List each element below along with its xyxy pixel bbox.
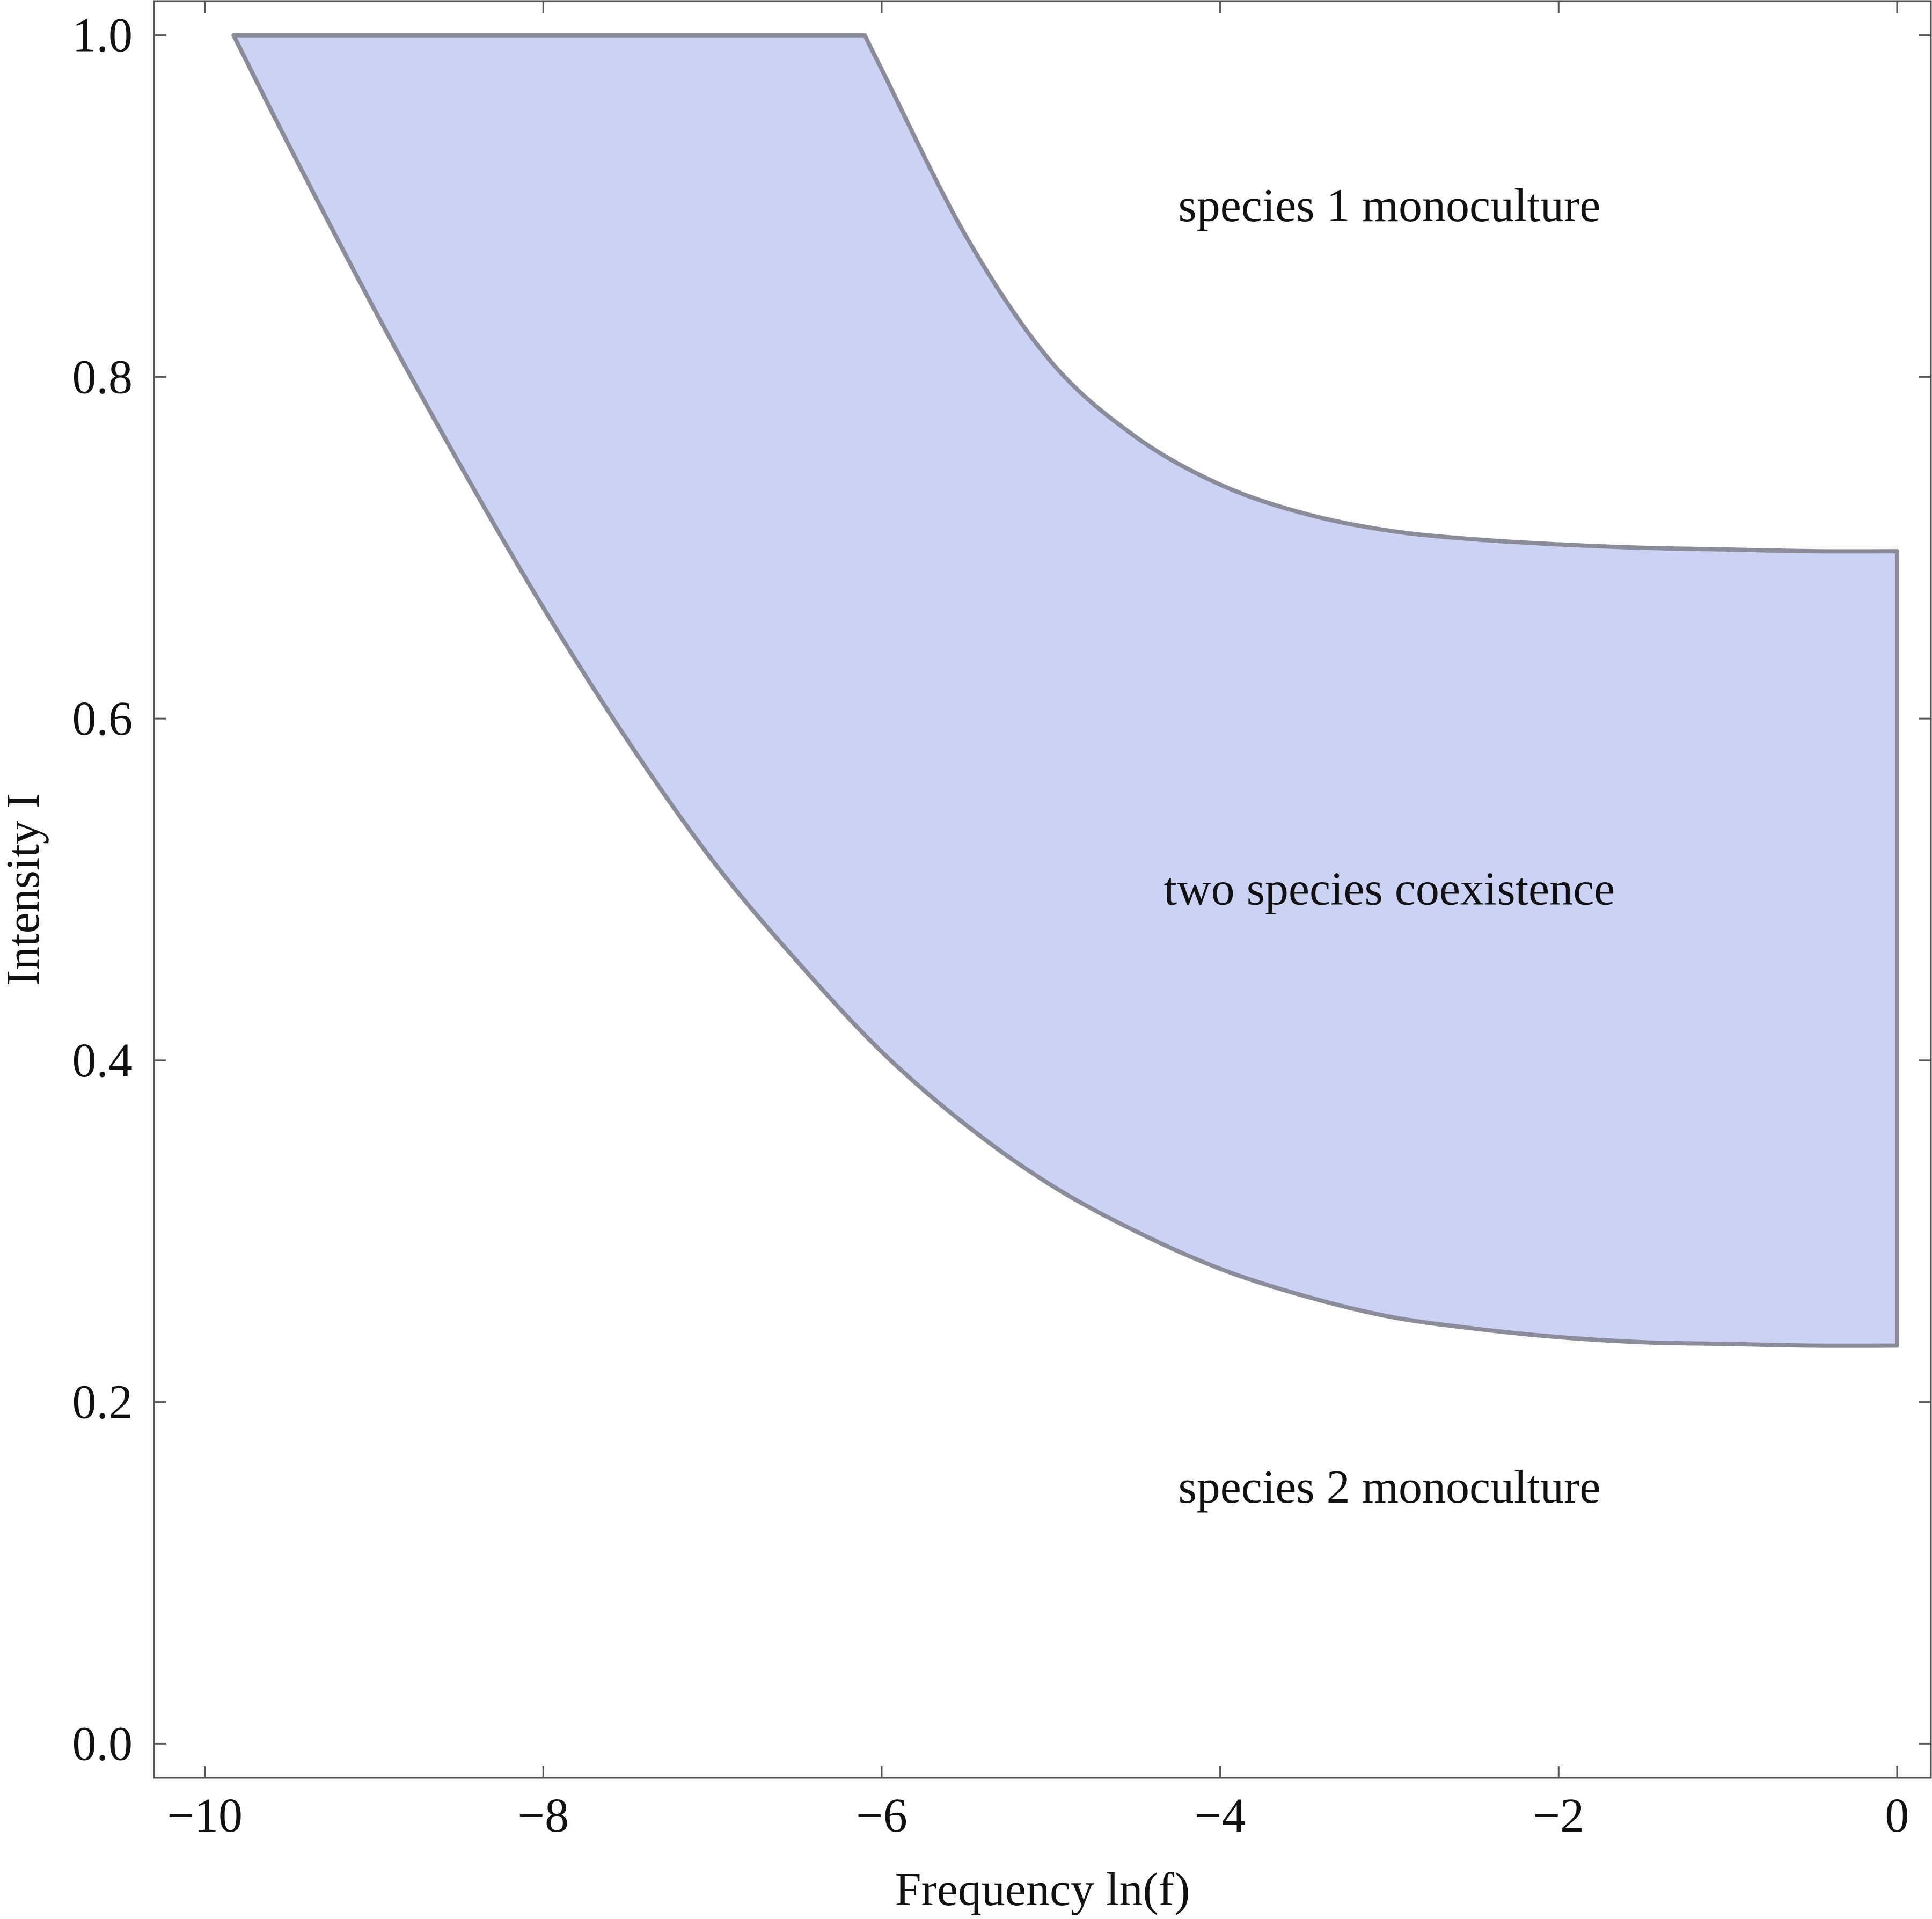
- x-tick-label: 0: [1885, 1789, 1909, 1842]
- x-tick-label: −2: [1533, 1789, 1584, 1842]
- y-tick-label: 0.6: [72, 692, 133, 745]
- y-tick-label: 0.0: [72, 1717, 133, 1770]
- x-tick-label: −10: [167, 1789, 243, 1842]
- y-tick-label: 0.4: [72, 1034, 133, 1087]
- coexistence-area: [231, 33, 1899, 1348]
- axis-ticks: [154, 1, 1931, 1778]
- y-axis-label: Intensity I: [0, 793, 49, 986]
- y-tick-label: 0.8: [72, 350, 133, 404]
- region-annotations: species 1 monoculture two species coexist…: [1164, 180, 1615, 1513]
- y-tick-label: 0.2: [72, 1376, 133, 1429]
- region-annotation: species 2 monoculture: [1178, 1461, 1600, 1513]
- x-tick-label: −4: [1195, 1789, 1246, 1842]
- plot-frame: [153, 0, 1932, 1779]
- x-tick-label: −8: [517, 1789, 569, 1842]
- x-axis-label: Frequency ln(f): [895, 1864, 1190, 1916]
- tick-labels: −10 −8 −6 −4 −2 0 0.0 0.2 0.4 0.6 0.8 1.0: [72, 9, 1909, 1842]
- y-tick-label: 1.0: [72, 9, 133, 62]
- region-annotation: species 1 monoculture: [1178, 180, 1600, 232]
- coexistence-region: [231, 33, 1899, 1348]
- region-annotation: two species coexistence: [1164, 863, 1615, 915]
- x-tick-label: −6: [856, 1789, 908, 1842]
